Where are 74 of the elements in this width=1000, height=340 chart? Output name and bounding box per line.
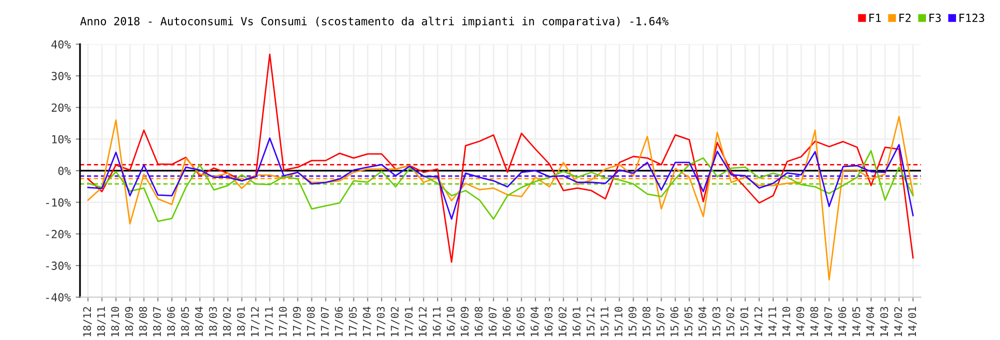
x-tick-label: 16/09 [460,306,470,336]
x-tick-label: 18/03 [209,306,218,336]
y-tick-label: 20% [52,103,71,112]
x-tick-label: 14/12 [754,307,764,336]
x-tick-label: 17/07 [320,306,330,336]
x-tick-label: 16/07 [488,306,498,336]
x-tick-label: 14/09 [796,306,806,336]
x-tick-label: 14/10 [782,306,792,336]
x-tick-label: 14/06 [838,306,847,336]
x-tick-label: 15/05 [684,307,694,336]
x-tick-label: 16/08 [474,306,484,336]
chart-title: Anno 2018 - Autoconsumi Vs Consumi (scostamento da altri impianti in comparativa) -1.64% [80,16,668,28]
x-tick-label: 14/07 [824,306,833,336]
x-tick-label: 15/06 [670,306,680,336]
x-tick-label: 18/05 [181,307,190,336]
x-tick-label: 16/12 [418,307,428,336]
x-tick-label: 15/07 [656,306,666,336]
x-tick-label: 16/03 [544,306,554,336]
y-tick-label: -10% [46,198,71,207]
x-tick-label: 18/10 [111,306,120,336]
y-tick-label: -30% [46,262,71,270]
y-tick-label: 0% [58,166,71,176]
x-tick-label: 17/06 [334,306,344,336]
x-tick-label: 18/06 [167,306,176,336]
x-tick-label: 18/04 [195,306,204,336]
x-tick-label: 17/01 [404,306,414,336]
x-tick-label: 18/12 [83,307,92,336]
x-tick-label: 15/11 [600,306,610,336]
x-tick-label: 16/01 [572,306,582,336]
x-tick-label: 16/04 [530,306,540,336]
x-tick-label: 15/08 [642,306,652,336]
x-tick-label: 16/10 [446,306,456,336]
legend-label: F2 [899,14,911,22]
x-tick-label: 18/08 [139,306,148,336]
y-tick-label: 30% [52,72,71,80]
legend-label: F123 [960,14,984,22]
x-tick-label: 14/05 [852,307,861,336]
x-tick-label: 15/12 [586,307,596,336]
x-tick-label: 14/08 [810,306,820,336]
x-tick-label: 18/09 [125,306,134,336]
x-tick-label: 17/12 [250,307,260,336]
x-tick-label: 17/10 [278,306,288,336]
legend-label: F1 [869,14,881,22]
x-tick-label: 18/07 [153,306,162,336]
x-tick-label: 16/05 [516,307,526,336]
x-tick-label: 15/03 [712,306,722,336]
x-tick-label: 14/04 [866,306,875,336]
x-tick-label: 15/01 [740,306,750,336]
x-tick-label: 17/09 [292,306,302,336]
x-tick-label: 16/02 [558,307,568,336]
x-tick-label: 15/02 [726,307,736,336]
y-tick-label: -40% [46,293,71,302]
x-tick-label: 14/11 [768,306,778,336]
x-tick-label: 18/02 [222,307,232,336]
x-tick-label: 15/04 [698,306,708,336]
x-tick-label: 18/01 [236,306,246,336]
x-tick-label: 14/01 [908,306,917,336]
x-tick-label: 17/11 [265,306,274,336]
x-tick-label: 17/08 [306,306,316,336]
x-tick-label: 14/03 [880,306,889,336]
x-tick-label: 15/10 [614,306,624,336]
x-tick-label: 18/11 [97,306,106,336]
x-tick-label: 17/05 [348,307,358,336]
x-tick-label: 16/11 [432,306,442,336]
y-tick-label: 40% [51,40,71,49]
y-tick-label: -20% [46,230,71,238]
legend-label: F3 [929,14,941,22]
x-tick-label: 17/03 [376,306,386,336]
x-tick-label: 17/04 [362,306,372,336]
x-tick-label: 17/02 [390,307,400,336]
x-tick-label: 15/09 [628,306,638,336]
x-tick-label: 16/06 [502,306,512,336]
x-tick-label: 14/02 [894,307,903,336]
y-tick-label: 10% [52,135,71,144]
